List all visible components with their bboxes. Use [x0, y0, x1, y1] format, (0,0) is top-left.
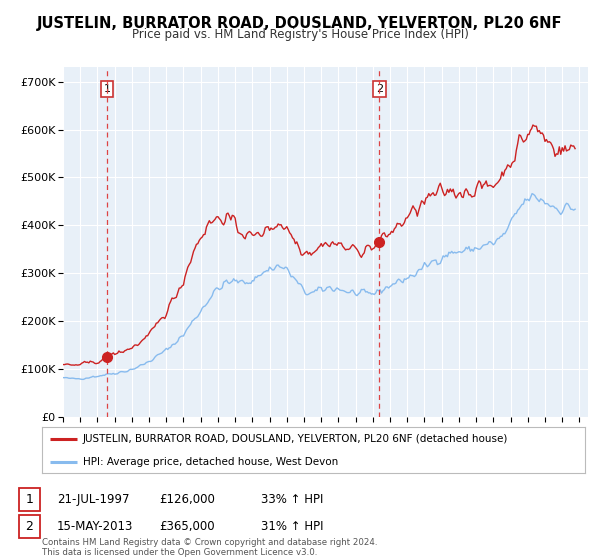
Text: 1: 1	[25, 493, 34, 506]
Text: 21-JUL-1997: 21-JUL-1997	[57, 493, 130, 506]
Text: 2: 2	[25, 520, 34, 533]
Text: Price paid vs. HM Land Registry's House Price Index (HPI): Price paid vs. HM Land Registry's House …	[131, 28, 469, 41]
Text: 31% ↑ HPI: 31% ↑ HPI	[261, 520, 323, 533]
Text: £126,000: £126,000	[159, 493, 215, 506]
Text: JUSTELIN, BURRATOR ROAD, DOUSLAND, YELVERTON, PL20 6NF: JUSTELIN, BURRATOR ROAD, DOUSLAND, YELVE…	[37, 16, 563, 31]
Text: 33% ↑ HPI: 33% ↑ HPI	[261, 493, 323, 506]
Text: £365,000: £365,000	[159, 520, 215, 533]
Text: 2: 2	[376, 84, 383, 94]
Text: 1: 1	[103, 84, 110, 94]
Text: HPI: Average price, detached house, West Devon: HPI: Average price, detached house, West…	[83, 456, 338, 466]
Text: JUSTELIN, BURRATOR ROAD, DOUSLAND, YELVERTON, PL20 6NF (detached house): JUSTELIN, BURRATOR ROAD, DOUSLAND, YELVE…	[83, 434, 508, 444]
Text: Contains HM Land Registry data © Crown copyright and database right 2024.
This d: Contains HM Land Registry data © Crown c…	[42, 538, 377, 557]
Text: 15-MAY-2013: 15-MAY-2013	[57, 520, 133, 533]
